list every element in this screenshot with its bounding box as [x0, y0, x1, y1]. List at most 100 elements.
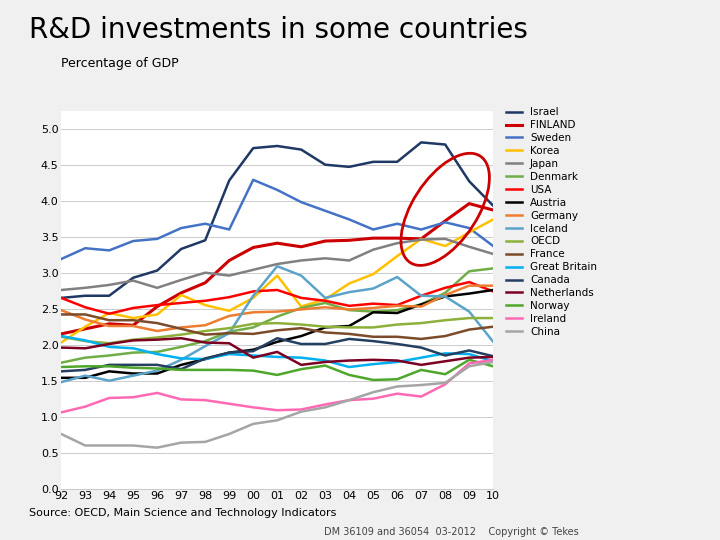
Ireland: [105, 395, 114, 401]
Text: R&D investments in some countries: R&D investments in some countries: [29, 16, 528, 44]
Japan: [441, 235, 449, 242]
OECD: [177, 332, 186, 338]
Great Britain: [297, 354, 305, 361]
Israel: [201, 237, 210, 244]
Iceland: [201, 343, 210, 349]
Netherlands: [465, 354, 474, 361]
Norway: [129, 364, 138, 371]
Korea: [225, 308, 233, 314]
OECD: [465, 315, 474, 321]
USA: [489, 288, 498, 295]
Line: Korea: Korea: [61, 219, 493, 342]
Iceland: [153, 367, 161, 374]
Denmark: [273, 313, 282, 320]
OECD: [57, 334, 66, 340]
Iceland: [177, 356, 186, 363]
Great Britain: [417, 354, 426, 361]
Netherlands: [417, 362, 426, 368]
Germany: [273, 308, 282, 315]
Sweden: [321, 207, 330, 214]
Korea: [177, 292, 186, 298]
Iceland: [249, 293, 258, 299]
Denmark: [345, 307, 354, 313]
Canada: [201, 355, 210, 362]
Netherlands: [225, 340, 233, 347]
FINLAND: [489, 207, 498, 213]
Austria: [81, 375, 89, 381]
Germany: [369, 305, 377, 311]
Denmark: [393, 307, 402, 313]
Canada: [441, 352, 449, 359]
Austria: [441, 293, 449, 300]
Sweden: [153, 235, 161, 242]
Ireland: [345, 397, 354, 403]
Netherlands: [321, 359, 330, 365]
USA: [369, 300, 377, 307]
China: [369, 389, 377, 395]
Korea: [489, 216, 498, 222]
Austria: [393, 310, 402, 316]
Korea: [249, 295, 258, 301]
Line: Norway: Norway: [61, 360, 493, 380]
Sweden: [177, 225, 186, 231]
Israel: [297, 146, 305, 153]
Line: Great Britain: Great Britain: [61, 336, 493, 367]
Ireland: [417, 393, 426, 400]
USA: [393, 302, 402, 308]
Korea: [273, 272, 282, 279]
Korea: [417, 235, 426, 242]
OECD: [225, 325, 233, 332]
Norway: [297, 366, 305, 373]
France: [57, 311, 66, 318]
Iceland: [345, 289, 354, 295]
Line: Denmark: Denmark: [61, 268, 493, 363]
China: [489, 359, 498, 365]
Austria: [297, 333, 305, 339]
France: [297, 325, 305, 332]
Austria: [321, 324, 330, 330]
Korea: [201, 302, 210, 308]
Japan: [105, 282, 114, 288]
Iceland: [465, 308, 474, 315]
Germany: [441, 292, 449, 298]
Israel: [441, 141, 449, 148]
FINLAND: [345, 237, 354, 244]
Great Britain: [225, 351, 233, 357]
Ireland: [81, 403, 89, 410]
Germany: [489, 282, 498, 289]
Canada: [417, 345, 426, 351]
Line: OECD: OECD: [61, 318, 493, 343]
Great Britain: [465, 351, 474, 357]
Denmark: [441, 289, 449, 296]
Great Britain: [441, 350, 449, 356]
Line: Canada: Canada: [61, 338, 493, 372]
Germany: [465, 282, 474, 289]
FINLAND: [297, 244, 305, 250]
Ireland: [177, 396, 186, 403]
Netherlands: [249, 354, 258, 361]
FINLAND: [441, 218, 449, 224]
FINLAND: [129, 322, 138, 328]
Austria: [465, 291, 474, 297]
Japan: [201, 269, 210, 276]
Germany: [393, 302, 402, 309]
OECD: [489, 315, 498, 321]
France: [417, 336, 426, 342]
OECD: [273, 320, 282, 326]
Denmark: [417, 301, 426, 308]
USA: [321, 298, 330, 304]
France: [345, 330, 354, 337]
OECD: [321, 323, 330, 330]
Iceland: [225, 330, 233, 336]
Netherlands: [201, 339, 210, 346]
Sweden: [489, 243, 498, 249]
China: [201, 438, 210, 445]
France: [225, 330, 233, 336]
Germany: [81, 316, 89, 323]
Text: Percentage of GDP: Percentage of GDP: [61, 57, 179, 70]
Norway: [57, 364, 66, 370]
Israel: [105, 293, 114, 299]
China: [129, 442, 138, 449]
Germany: [225, 313, 233, 319]
Line: Austria: Austria: [61, 290, 493, 378]
